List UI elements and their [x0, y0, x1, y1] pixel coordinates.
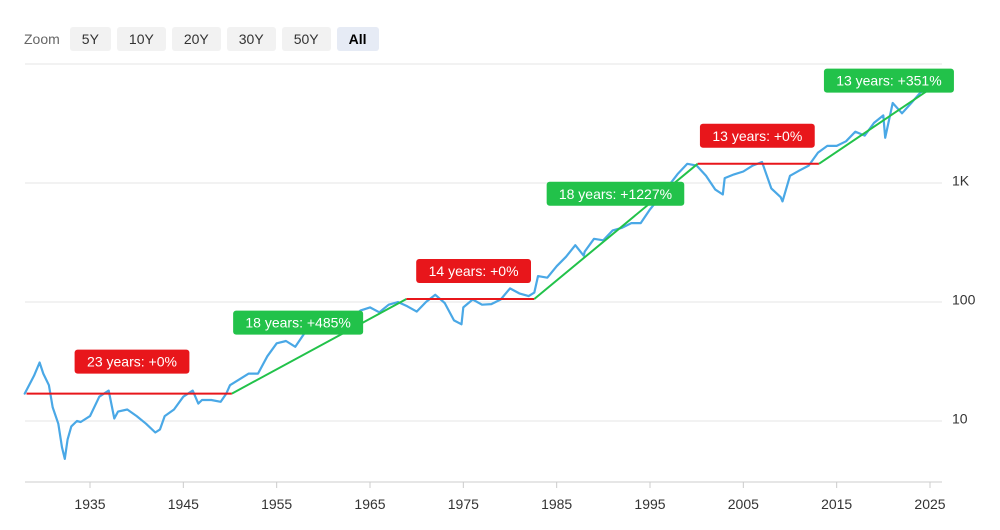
period-annotation-box — [546, 181, 685, 206]
period-annotation-label: 18 years: +485% — [245, 315, 350, 331]
period-annotation: 13 years: +351% — [823, 68, 954, 93]
period-annotation: 13 years: +0% — [699, 123, 815, 148]
y-tick-label: 100 — [952, 292, 976, 308]
zoom-5y-button[interactable]: 5Y — [69, 27, 111, 51]
x-tick-label: 1995 — [634, 496, 665, 512]
period-annotation-label: 13 years: +0% — [712, 128, 802, 144]
zoom-50y-button[interactable]: 50Y — [281, 27, 331, 51]
zoom-all-button[interactable]: All — [336, 27, 379, 51]
x-tick-label: 1975 — [448, 496, 479, 512]
period-annotation-label: 13 years: +351% — [836, 73, 941, 89]
x-tick-label: 2005 — [728, 496, 759, 512]
period-annotation-label: 18 years: +1227% — [559, 186, 672, 202]
zoom-20y-button[interactable]: 20Y — [171, 27, 221, 51]
period-annotation: 23 years: +0% — [74, 349, 190, 374]
zoom-10y-button[interactable]: 10Y — [116, 27, 166, 51]
x-tick-label: 1955 — [261, 496, 292, 512]
growth-period-line — [231, 298, 407, 395]
period-annotation-label: 14 years: +0% — [429, 263, 519, 279]
series-line-index — [23, 82, 939, 460]
x-tick-label: 1935 — [74, 496, 105, 512]
growth-period-line — [818, 83, 939, 165]
period-annotation-box — [416, 258, 531, 283]
zoom-30y-button[interactable]: 30Y — [226, 27, 276, 51]
period-annotation-label: 23 years: +0% — [87, 354, 177, 370]
x-tick-label: 2015 — [821, 496, 852, 512]
period-annotation: 14 years: +0% — [416, 258, 531, 283]
x-tick-label: 1965 — [354, 496, 385, 512]
period-annotation: 18 years: +1227% — [546, 181, 685, 206]
x-tick-label: 1945 — [168, 496, 199, 512]
period-annotation-box — [74, 349, 190, 374]
period-annotation: 18 years: +485% — [233, 310, 364, 335]
y-tick-label: 1K — [952, 173, 970, 189]
zoom-bar: Zoom 5Y 10Y 20Y 30Y 50Y All — [24, 27, 385, 51]
period-annotation-box — [699, 123, 815, 148]
period-annotation-box — [233, 310, 364, 335]
x-tick-label: 2025 — [914, 496, 945, 512]
period-annotation-box — [823, 68, 954, 93]
zoom-label: Zoom — [24, 31, 60, 47]
x-tick-label: 1985 — [541, 496, 572, 512]
y-tick-label: 10 — [952, 411, 968, 427]
